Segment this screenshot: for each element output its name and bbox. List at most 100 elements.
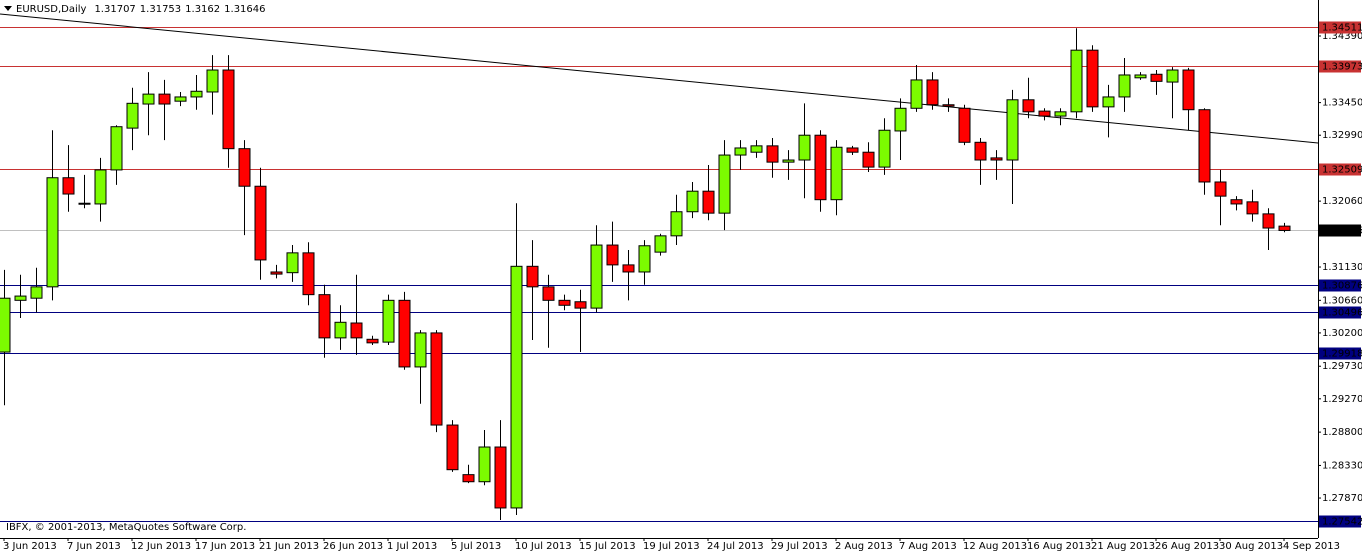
candle-body xyxy=(1230,199,1243,205)
candle-body xyxy=(926,79,939,106)
candle-body xyxy=(974,141,987,161)
candle-body xyxy=(558,299,571,306)
level-label: 1.34511 xyxy=(1322,23,1362,34)
candle-body xyxy=(174,96,187,102)
x-tick-label: 16 Aug 2013 xyxy=(1027,541,1091,552)
level-label-box xyxy=(1319,163,1361,176)
candle-body xyxy=(1006,99,1019,161)
candle-body xyxy=(366,338,379,344)
candle-body xyxy=(350,322,363,339)
x-tick-label: 21 Jun 2013 xyxy=(259,541,319,552)
y-tick-label: 1.30660 xyxy=(1322,295,1362,306)
candle-body xyxy=(46,177,59,288)
candle-body xyxy=(862,151,875,168)
candle-body xyxy=(462,474,475,483)
current-price-label: 1.31646 xyxy=(1322,226,1362,237)
candle-body xyxy=(446,424,459,471)
candle-body xyxy=(1054,111,1067,117)
candle-body xyxy=(942,104,955,107)
x-tick-label: 15 Jul 2013 xyxy=(579,541,636,552)
candle-body xyxy=(30,286,43,299)
candle-body xyxy=(526,265,539,288)
level-label-box xyxy=(1319,306,1361,319)
x-tick-label: 17 Jun 2013 xyxy=(195,541,255,552)
candle-body xyxy=(254,185,267,261)
current-price-box xyxy=(1319,224,1361,237)
x-tick-label: 12 Jun 2013 xyxy=(131,541,191,552)
candle-body xyxy=(414,332,427,368)
candle-body xyxy=(766,145,779,163)
x-tick-label: 21 Aug 2013 xyxy=(1091,541,1155,552)
candle-body xyxy=(78,202,91,205)
candle-body xyxy=(638,245,651,273)
candle-body xyxy=(574,301,587,309)
candle-body xyxy=(878,129,891,168)
candle-body xyxy=(686,190,699,213)
candle-body xyxy=(1038,110,1051,117)
y-tick-label: 1.28800 xyxy=(1322,427,1362,438)
x-tick-label: 29 Jul 2013 xyxy=(771,541,828,552)
copyright: IBFX, © 2001-2013, MetaQuotes Software C… xyxy=(6,522,246,533)
candle-body xyxy=(478,446,491,483)
candle-body xyxy=(910,79,923,109)
candle-body xyxy=(734,147,747,156)
x-tick-label: 19 Jul 2013 xyxy=(643,541,700,552)
candle-body xyxy=(1246,201,1259,215)
candle-body xyxy=(814,134,827,201)
candle-body xyxy=(846,147,859,153)
candle-body xyxy=(1022,99,1035,113)
candle-body xyxy=(542,286,555,301)
candle-body xyxy=(606,244,619,266)
candle-body xyxy=(238,148,251,187)
level-label: 1.29918 xyxy=(1322,349,1362,360)
candle-body xyxy=(1166,69,1179,83)
x-tick-label: 1 Jul 2013 xyxy=(387,541,437,552)
candle-body xyxy=(94,169,107,205)
candle-body xyxy=(302,252,315,296)
x-tick-label: 5 Jul 2013 xyxy=(451,541,501,552)
candle-body xyxy=(1262,213,1275,229)
level-label-box xyxy=(1319,21,1361,34)
x-tick-label: 7 Aug 2013 xyxy=(899,541,957,552)
candle-body xyxy=(654,235,667,253)
x-tick-label: 30 Aug 2013 xyxy=(1219,541,1283,552)
plot-area xyxy=(0,13,1318,522)
y-tick-label: 1.28330 xyxy=(1322,460,1362,471)
y-tick-label: 1.34390 xyxy=(1322,31,1362,42)
candle-body xyxy=(1086,49,1099,108)
candle-body xyxy=(670,211,683,237)
candle-body xyxy=(334,321,347,339)
close: 1.31646 xyxy=(224,4,265,15)
candle-body xyxy=(382,299,395,343)
level-label: 1.32509 xyxy=(1322,165,1362,176)
candle-body xyxy=(318,294,331,339)
menu-arrow xyxy=(4,6,12,11)
candle-body xyxy=(14,295,27,301)
x-tick-label: 24 Jul 2013 xyxy=(707,541,764,552)
candle-body xyxy=(1182,69,1195,111)
trendline xyxy=(0,13,1318,144)
x-tick-label: 10 Jul 2013 xyxy=(515,541,572,552)
candle-body xyxy=(430,332,443,426)
candle-body xyxy=(590,244,603,309)
level-label-box xyxy=(1319,515,1361,528)
candle-body xyxy=(270,271,283,275)
low: 1.3162 xyxy=(185,4,220,15)
candle-body xyxy=(1118,74,1131,98)
candle-body xyxy=(798,134,811,161)
level-label: 1.30876 xyxy=(1322,281,1362,292)
candle-body xyxy=(894,107,907,132)
candle-body xyxy=(958,107,971,143)
y-tick-label: 1.29270 xyxy=(1322,394,1362,405)
x-tick-label: 26 Aug 2013 xyxy=(1155,541,1219,552)
x-tick-label: 2 Aug 2013 xyxy=(835,541,893,552)
y-tick-label: 1.32060 xyxy=(1322,196,1362,207)
candle-body xyxy=(62,177,75,195)
candle-body xyxy=(1102,96,1115,108)
candle-body xyxy=(190,90,203,98)
candle-body xyxy=(750,145,763,153)
candle-body xyxy=(1150,73,1163,82)
high: 1.31753 xyxy=(140,4,181,15)
